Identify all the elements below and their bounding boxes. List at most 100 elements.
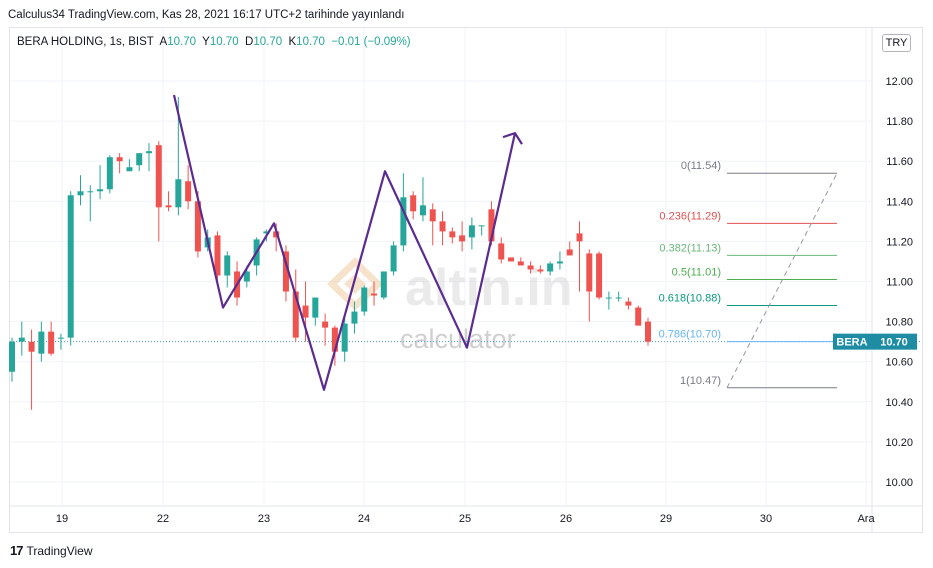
candle-body bbox=[371, 293, 378, 296]
candlesticks bbox=[9, 97, 651, 410]
arrow-head-icon bbox=[502, 131, 523, 145]
candle-body bbox=[361, 287, 368, 312]
candle-body bbox=[527, 265, 534, 270]
candle-body bbox=[292, 291, 299, 338]
y-tick-label: 10.60 bbox=[885, 357, 913, 369]
fib-level-label: 0.786(10.70) bbox=[659, 329, 721, 341]
candle-body bbox=[508, 257, 515, 262]
legend-open: 10.70 bbox=[167, 36, 196, 48]
candle-body bbox=[605, 297, 612, 299]
candle-body bbox=[615, 297, 622, 299]
candle-body bbox=[566, 249, 573, 256]
publish-info: Calculus34 TradingView.com, Kas 28, 2021… bbox=[8, 9, 405, 21]
watermark-brand: altin.in bbox=[405, 259, 573, 317]
candle-body bbox=[596, 253, 603, 298]
tradingview-logo-icon: 17 bbox=[10, 543, 24, 558]
candle-body bbox=[38, 331, 45, 354]
candle-body bbox=[449, 231, 456, 238]
y-tick-label: 11.00 bbox=[886, 277, 913, 289]
candle-body bbox=[537, 269, 544, 272]
candle-body bbox=[400, 197, 407, 246]
candle-body bbox=[77, 191, 84, 196]
pattern-path bbox=[172, 94, 517, 391]
candle-body bbox=[390, 245, 397, 272]
candle-body bbox=[116, 157, 123, 162]
x-tick-label: 30 bbox=[760, 513, 772, 525]
fib-level-label: 0(11.54) bbox=[681, 160, 721, 172]
x-tick-label: 19 bbox=[56, 513, 68, 525]
legend-low-label: D bbox=[245, 36, 254, 48]
candle-body bbox=[185, 181, 192, 202]
fib-level-label: 0.5(11.01) bbox=[672, 266, 721, 278]
price-axis: 12.00 11.80 11.60 11.40 11.20 11.00 10.80 10.60… bbox=[885, 76, 913, 489]
candle-body bbox=[302, 305, 309, 318]
fibonacci-trend-line bbox=[726, 173, 838, 388]
candle-body bbox=[635, 307, 642, 326]
candle-body bbox=[126, 167, 133, 172]
legend-close-label: K bbox=[288, 36, 297, 48]
candle-body bbox=[488, 209, 495, 242]
candle-body bbox=[517, 261, 524, 266]
candle-body bbox=[478, 225, 485, 227]
candle-body bbox=[155, 145, 162, 208]
x-tick-label: 24 bbox=[358, 513, 370, 525]
legend-change: −0.01 (−0.09%) bbox=[331, 36, 411, 48]
candle-body bbox=[331, 327, 338, 352]
candle-body bbox=[224, 255, 231, 276]
candle-body bbox=[214, 235, 221, 276]
candle-body bbox=[87, 191, 94, 193]
y-tick-label: 11.60 bbox=[886, 156, 913, 168]
y-tick-label: 10.40 bbox=[885, 397, 913, 409]
fib-level-label: 0.236(11.29) bbox=[659, 210, 721, 222]
candle-body bbox=[459, 235, 466, 242]
footer-brand: TradingView bbox=[26, 543, 93, 558]
x-tick-label: 23 bbox=[258, 513, 270, 525]
candle-body bbox=[322, 321, 329, 328]
x-tick-label: 25 bbox=[459, 513, 471, 525]
candle-body bbox=[576, 233, 583, 242]
candle-body bbox=[48, 331, 55, 354]
legend-low: 10.70 bbox=[253, 36, 283, 48]
candle-body bbox=[439, 221, 446, 232]
legend-high-label: Y bbox=[202, 36, 210, 48]
candle-body bbox=[67, 195, 74, 338]
candle-body bbox=[165, 205, 172, 208]
currency-button[interactable]: TRY bbox=[882, 34, 911, 52]
grid bbox=[10, 28, 922, 533]
candle-body bbox=[97, 189, 104, 192]
watermark-logo-icon bbox=[326, 257, 384, 311]
candle-body bbox=[106, 157, 113, 190]
candle-body bbox=[28, 341, 35, 352]
candle-body bbox=[175, 179, 182, 208]
y-tick-label: 12.00 bbox=[885, 76, 913, 88]
x-tick-label: Ara bbox=[857, 513, 875, 525]
candle-body bbox=[351, 311, 358, 324]
fib-level-label: 0.618(10.88) bbox=[659, 293, 721, 305]
fib-level-label: 0.382(11.13) bbox=[659, 242, 721, 254]
footer[interactable]: 17 TradingView bbox=[10, 543, 93, 558]
fib-level-label: 1(10.47) bbox=[680, 375, 721, 387]
y-tick-label: 10.00 bbox=[885, 477, 913, 489]
candle-body bbox=[9, 341, 15, 372]
price-tag-symbol: BERA bbox=[836, 337, 867, 349]
candle-body bbox=[645, 321, 651, 342]
candle-body bbox=[194, 201, 201, 252]
candle-body bbox=[429, 209, 436, 222]
candle-body bbox=[586, 253, 593, 292]
y-tick-label: 10.80 bbox=[885, 317, 913, 329]
fibonacci-levels: 0(11.54) 0.236(11.29) 0.382(11.13) 0.5(11.0… bbox=[659, 160, 837, 389]
price-tag-value: 10.70 bbox=[880, 337, 908, 349]
price-tag-value-box bbox=[871, 333, 917, 350]
candle-body bbox=[18, 337, 25, 342]
candle-body bbox=[341, 323, 348, 352]
legend-symbol: BERA HOLDING, 1s, BIST bbox=[17, 36, 154, 48]
price-tag: BERA 10.70 bbox=[833, 333, 917, 350]
y-tick-label: 11.80 bbox=[886, 116, 913, 128]
candle-body bbox=[263, 231, 270, 234]
candle-body bbox=[57, 337, 64, 339]
x-tick-label: 29 bbox=[660, 513, 672, 525]
chart-frame bbox=[9, 27, 923, 533]
y-tick-label: 11.20 bbox=[886, 236, 913, 248]
legend-close: 10.70 bbox=[296, 36, 325, 48]
